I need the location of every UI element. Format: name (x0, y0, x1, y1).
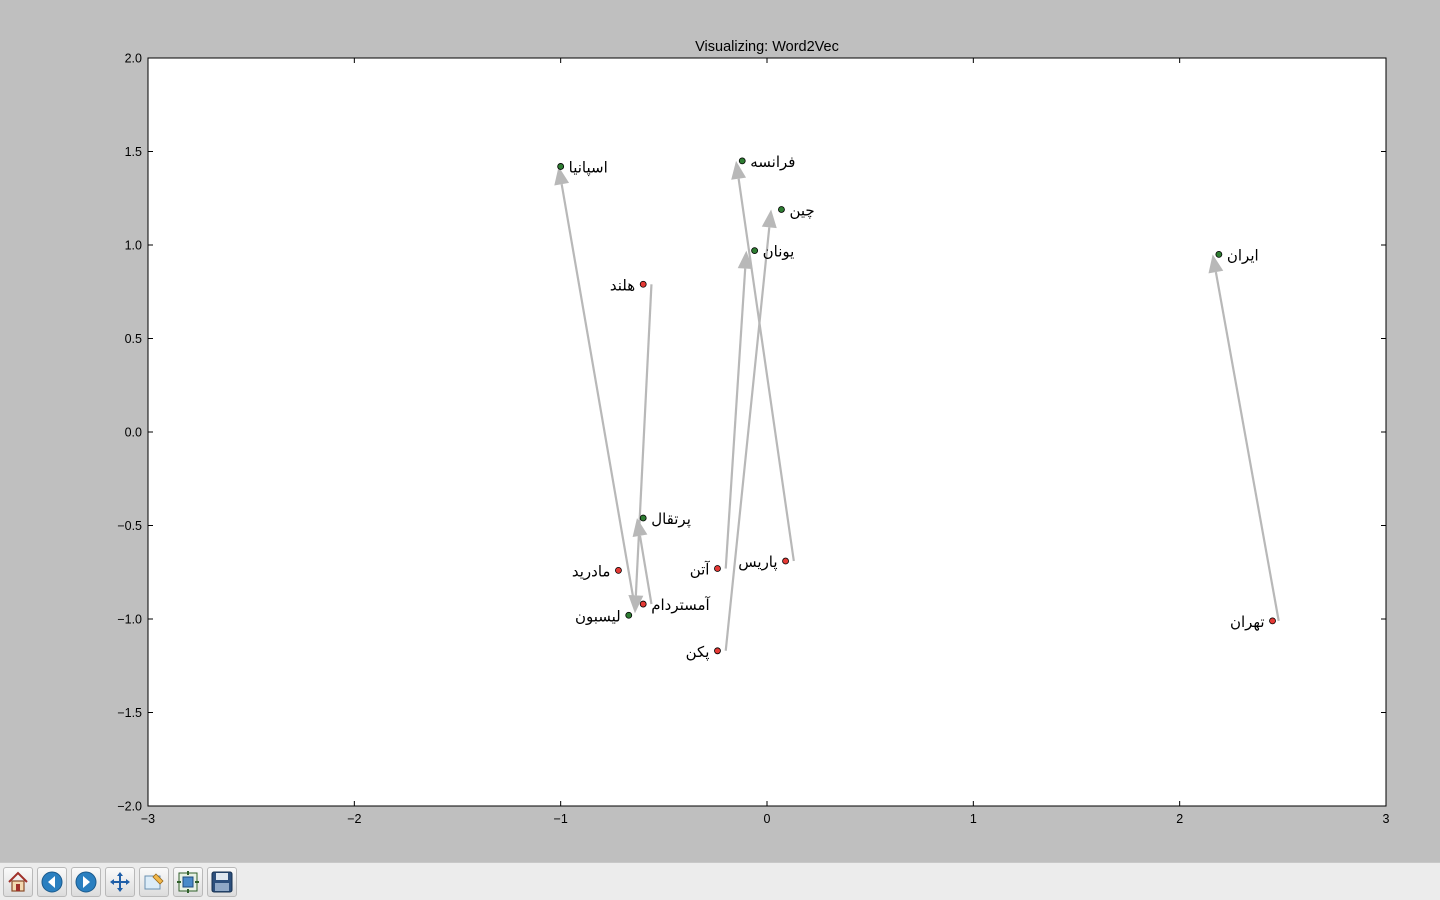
word-label: پرتقال (651, 510, 691, 529)
word-point (738, 157, 746, 165)
y-tick-label: −1.5 (117, 706, 142, 720)
word-label: مادرید (572, 562, 611, 580)
word-point (714, 565, 721, 572)
axes-frame (147, 57, 1387, 807)
word-label: پاریس (738, 553, 777, 572)
word-label: فرانسه (750, 153, 795, 171)
word-point (1269, 617, 1276, 625)
word-point (782, 557, 789, 565)
arrow-shaft (634, 284, 653, 596)
y-tick-label: −1.0 (117, 613, 142, 627)
arrow-head (731, 160, 747, 180)
arrow-shaft (724, 268, 747, 569)
arrow-head (761, 209, 777, 229)
arrow-head (737, 250, 753, 270)
y-tick-label: 2.0 (125, 52, 142, 66)
x-tick-label: 2 (1176, 812, 1183, 826)
forward-arrow-icon (75, 871, 97, 892)
arrow-shaft (724, 227, 771, 651)
y-tick-label: 1.5 (125, 145, 142, 159)
word-point (625, 611, 633, 619)
configure-subplots-button[interactable] (173, 866, 203, 897)
word-point (778, 206, 785, 213)
floppy-disk-icon (211, 871, 233, 892)
home-button[interactable] (3, 866, 33, 897)
arrow-shaft (560, 184, 637, 608)
figure-canvas: Visualizing: Word2Vec اسپانیا فرانسه چین یو… (117, 39, 1390, 827)
word-point (639, 280, 647, 288)
chart-title: Visualizing: Word2Vec (695, 39, 839, 55)
word-point (714, 647, 721, 655)
arrow-shaft (737, 178, 795, 562)
word-label: تهران (1230, 613, 1265, 631)
word-label: آتن (690, 561, 711, 579)
word-point (639, 514, 647, 522)
ticks-layer: −3 −2 −1 0 1 2 3 −2.0 −1.5 −1.0 −0.5 0.0 0.5 1.0 1.5 2.… (117, 52, 1389, 827)
arrow-head (554, 166, 570, 186)
back-arrow-icon (41, 871, 63, 892)
word-label: هلند (610, 276, 635, 294)
save-figure-button[interactable] (207, 866, 237, 897)
word-label: لیسبون (575, 607, 621, 625)
subplots-icon (177, 870, 199, 893)
pan-move-icon (110, 871, 130, 892)
y-tick-label: 0.0 (125, 426, 142, 440)
y-tick-label: 1.0 (125, 239, 142, 253)
word-point (1215, 250, 1223, 258)
arrow-shaft (1214, 271, 1280, 622)
x-tick-label: 3 (1383, 812, 1390, 826)
chart-svg: Visualizing: Word2Vec اسپانیا فرانسه چین یو… (117, 39, 1389, 827)
arrows-layer (554, 160, 1280, 651)
y-tick-label: 0.5 (125, 332, 142, 346)
x-tick-label: −3 (141, 812, 155, 826)
pan-button[interactable] (105, 866, 135, 897)
x-tick-label: −2 (347, 812, 361, 826)
x-tick-label: 0 (764, 812, 771, 826)
y-tick-label: −2.0 (117, 800, 142, 814)
word-point (557, 163, 565, 170)
navigation-toolbar (0, 862, 1440, 900)
word-label: پکن (686, 643, 710, 662)
arrow-shaft (638, 535, 653, 605)
word-label: یونان (763, 243, 795, 261)
axes-background (148, 58, 1386, 806)
arrow-head (1208, 254, 1224, 274)
labels-layer: اسپانیا فرانسه چین یونان ایران پرتقال هلند مادر… (569, 153, 1265, 662)
forward-button[interactable] (71, 866, 101, 897)
x-tick-label: 1 (970, 812, 977, 826)
back-button[interactable] (37, 866, 67, 897)
word-label: چین (789, 201, 814, 219)
word-label: آمستردام (651, 596, 710, 614)
y-tick-label: −0.5 (117, 519, 142, 533)
arrow-head (632, 518, 648, 538)
word-point (751, 247, 759, 255)
zoom-rect-icon (144, 872, 164, 889)
word-point (615, 566, 622, 574)
home-icon (8, 871, 28, 892)
x-tick-label: −1 (554, 812, 568, 826)
arrow-head (628, 595, 644, 614)
word-point (639, 600, 647, 608)
zoom-button[interactable] (139, 866, 169, 897)
points-layer (557, 157, 1276, 655)
word-label: اسپانیا (569, 158, 608, 177)
word-label: ایران (1227, 246, 1259, 264)
